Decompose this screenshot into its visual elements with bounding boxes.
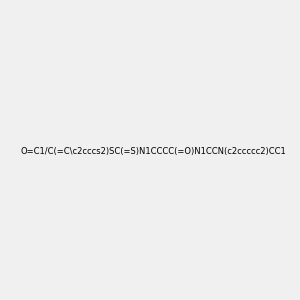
Text: O=C1/C(=C\c2cccs2)SC(=S)N1CCCC(=O)N1CCN(c2ccccc2)CC1: O=C1/C(=C\c2cccs2)SC(=S)N1CCCC(=O)N1CCN(…: [21, 147, 286, 156]
